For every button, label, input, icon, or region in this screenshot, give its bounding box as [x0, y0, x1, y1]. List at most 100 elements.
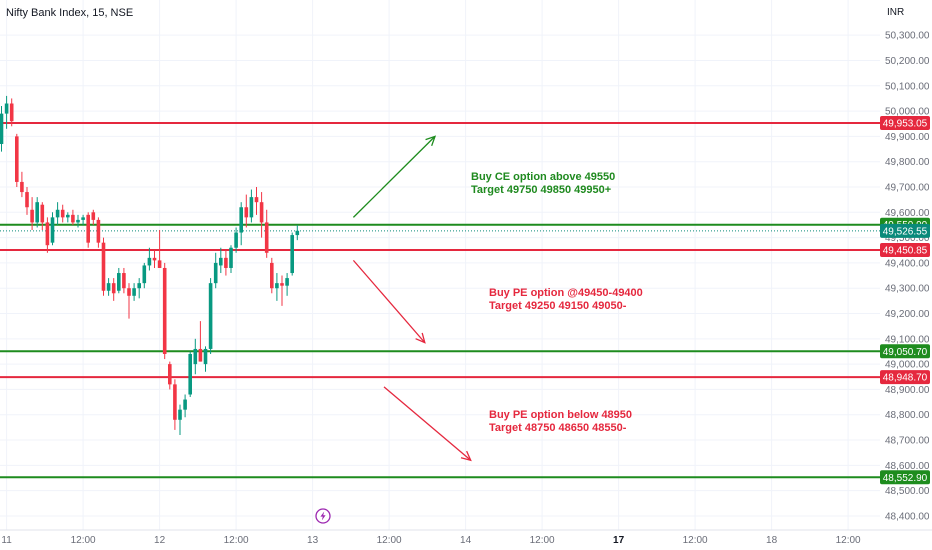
- trend-arrow-down: [352, 259, 426, 344]
- candle-body: [4, 103, 9, 114]
- candle-body: [50, 217, 55, 243]
- candle-body: [76, 219, 80, 223]
- trend-arrow-up: [352, 135, 437, 218]
- candle-body: [193, 348, 198, 365]
- y-tick-label: 50,200.00: [885, 56, 930, 67]
- candle-body: [162, 267, 167, 354]
- annotation-buy-pe-below: Buy PE option below 48950 Target 48750 4…: [489, 409, 632, 435]
- x-tick-label: 12: [154, 535, 166, 546]
- price-badge-bg: [880, 243, 930, 258]
- price-badge-bg: [880, 470, 930, 485]
- y-tick-label: 48,600.00: [885, 461, 930, 472]
- price-badge-text: 48,948.70: [883, 373, 928, 384]
- candle-body: [111, 283, 116, 294]
- event-marker[interactable]: [315, 508, 331, 524]
- trend-arrows: [352, 135, 472, 462]
- trend-arrow-down: [383, 386, 472, 462]
- level-badges: 49,953.0549,550.9049,526.5549,450.8549,0…: [880, 115, 930, 485]
- candle-body: [91, 212, 96, 220]
- candle-body: [55, 209, 60, 218]
- candle-body: [25, 192, 29, 208]
- y-tick-label: 48,400.00: [885, 511, 930, 522]
- x-tick-label: 12:00: [530, 535, 555, 546]
- y-tick-label: 50,100.00: [885, 81, 930, 92]
- x-tick-label: 12:00: [377, 535, 402, 546]
- candle-body: [157, 260, 162, 268]
- candle-body: [142, 265, 147, 284]
- candle-body: [234, 232, 238, 248]
- y-tick-label: 48,900.00: [885, 385, 930, 396]
- candle-body: [198, 348, 203, 362]
- annotation-buy-ce: Buy CE option above 49550 Target 49750 4…: [471, 171, 615, 197]
- candle-body: [219, 257, 223, 266]
- candle-body: [0, 113, 4, 144]
- y-tick-label: 49,000.00: [885, 360, 930, 371]
- price-badge-resistance: 49,450.85: [880, 243, 930, 258]
- candle-body: [229, 247, 233, 268]
- y-tick-label: 48,500.00: [885, 486, 930, 497]
- candle-body: [147, 257, 152, 266]
- plot-background: [0, 0, 880, 530]
- price-badge-text: 49,050.70: [883, 347, 928, 358]
- candle-body: [20, 181, 24, 193]
- candle-body: [9, 103, 14, 122]
- candle-body: [132, 288, 136, 296]
- chart-title: Nifty Bank Index, 15, NSE: [6, 7, 134, 19]
- price-badge-support: 49,050.70: [880, 344, 930, 359]
- arrow-head: [425, 135, 437, 147]
- candle-body: [173, 384, 177, 420]
- candle-body: [106, 283, 111, 291]
- x-tick-label: 17: [613, 535, 625, 546]
- price-badge-bg: [880, 115, 930, 130]
- price-badge-text: 49,450.85: [883, 246, 928, 257]
- x-tick-label: 12:00: [683, 535, 708, 546]
- candle-body: [254, 197, 259, 203]
- candle-body: [208, 283, 213, 349]
- candle-body: [35, 202, 39, 223]
- y-tick-label: 48,700.00: [885, 436, 930, 447]
- candle-body: [290, 235, 294, 274]
- y-tick-label: 50,000.00: [885, 107, 930, 118]
- candle-body: [127, 288, 131, 296]
- candle-body: [15, 136, 19, 182]
- x-tick-label: 12:00: [71, 535, 96, 546]
- arrow-head: [460, 450, 472, 462]
- candle-body: [213, 262, 218, 284]
- y-tick-label: 49,100.00: [885, 334, 930, 345]
- y-tick-label: 49,800.00: [885, 157, 930, 168]
- y-tick-label: 49,500.00: [885, 233, 930, 244]
- arrow-shaft: [383, 386, 472, 461]
- y-tick-label: 49,200.00: [885, 309, 930, 320]
- price-badge-support: 48,552.90: [880, 470, 930, 485]
- candle-body: [86, 214, 90, 243]
- arrow-shaft: [352, 259, 426, 344]
- candle-body: [117, 273, 121, 291]
- price-badge-bg: [880, 370, 930, 385]
- annotation-line: Target 49750 49850 49950+: [471, 184, 612, 196]
- x-tick-label: 11: [1, 535, 12, 546]
- y-tick-label: 49,400.00: [885, 258, 930, 269]
- x-tick-label: 12:00: [224, 535, 249, 546]
- price-badge-resistance: 48,948.70: [880, 370, 930, 385]
- annotation-line: Buy PE option @49450-49400: [489, 287, 643, 299]
- candle-body: [259, 202, 264, 223]
- candle-body: [40, 204, 45, 223]
- price-badge-text: 49,526.55: [883, 226, 928, 237]
- price-badge-current: 49,526.55: [880, 223, 930, 238]
- grid-lines: [0, 0, 880, 530]
- candle-body: [152, 257, 157, 261]
- price-axis[interactable]: 48,400.00 48,500.00 48,600.00 48,700.00 48,8…: [885, 31, 930, 523]
- candles: [0, 95, 300, 435]
- candle-body: [275, 283, 279, 289]
- lightning-event-icon[interactable]: [315, 508, 331, 524]
- x-tick-label: 18: [766, 535, 778, 546]
- currency-label: INR: [887, 7, 905, 18]
- annotation-buy-pe-range: Buy PE option @49450-49400 Target 49250 …: [489, 287, 643, 313]
- time-axis[interactable]: 11 12:00 12 12:00 13 12:00 14 12:00 17 12:00 18 12:…: [0, 529, 932, 546]
- candle-body: [239, 207, 243, 233]
- annotation-line: Target 49250 49150 49050-: [489, 300, 627, 312]
- candle-body: [285, 278, 289, 286]
- annotation-line: Buy CE option above 49550: [471, 171, 616, 183]
- candle-body: [280, 283, 284, 286]
